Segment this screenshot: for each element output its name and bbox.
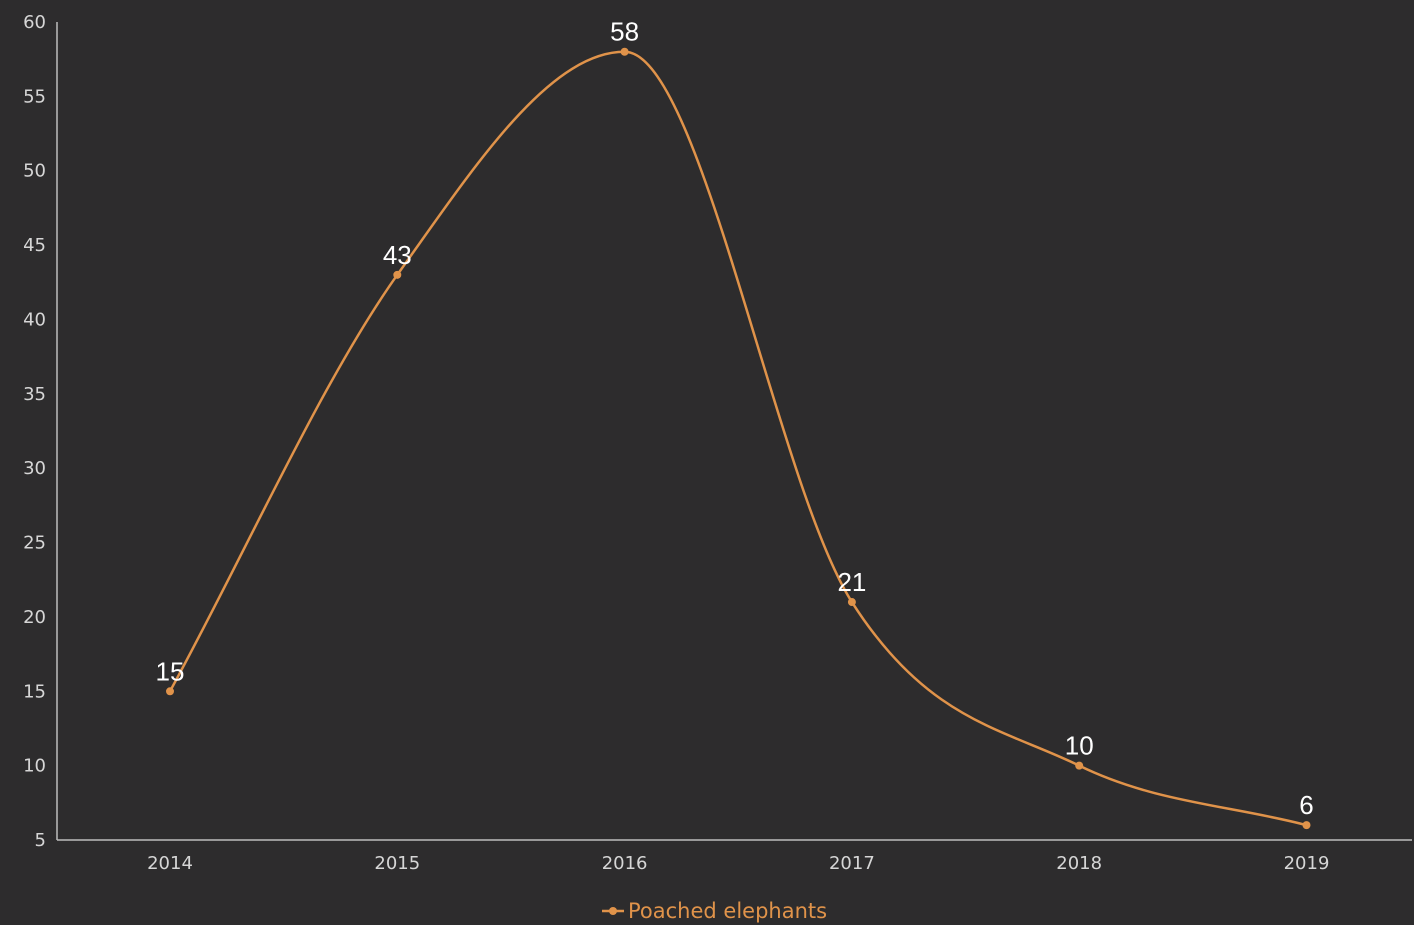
y-tick-label: 35 [23,384,46,405]
x-tick-label: 2018 [1056,853,1102,874]
data-label-2018: 10 [1065,731,1094,761]
data-point-2015[interactable] [393,270,402,279]
y-tick-label: 30 [23,458,46,479]
y-tick-label: 5 [35,830,46,851]
y-tick-label: 60 [23,12,46,33]
data-label-2019: 6 [1299,790,1313,820]
data-point-2018[interactable] [1075,761,1084,770]
x-tick-label: 2016 [602,853,648,874]
data-points [166,47,1311,830]
y-tick-label: 15 [23,681,46,702]
data-label-2014: 15 [156,656,185,686]
y-tick-labels: 5 10 15 20 25 30 35 40 45 50 55 60 [23,12,46,851]
legend-entry-poached-elephants: Poached elephants [628,899,827,923]
data-point-2019[interactable] [1302,821,1311,830]
x-tick-label: 2015 [374,853,420,874]
legend-swatch-dot [609,907,617,915]
x-tick-label: 2017 [829,853,875,874]
data-point-2017[interactable] [847,598,856,607]
series-line-poached-elephants [168,50,1308,827]
data-labels: 15 43 58 21 10 6 [156,17,1314,820]
data-point-2016[interactable] [620,47,629,56]
x-tick-label: 2014 [147,853,193,874]
y-tick-label: 20 [23,607,46,628]
data-point-2014[interactable] [166,687,174,696]
y-tick-label: 50 [23,161,46,182]
data-label-2015: 43 [383,240,412,270]
y-tick-label: 45 [23,235,46,256]
data-label-2016: 58 [610,17,639,47]
x-tick-label: 2019 [1284,853,1330,874]
y-tick-label: 10 [23,756,46,777]
y-tick-label: 40 [23,309,46,330]
x-tick-labels: 2014 2015 2016 2017 2018 2019 [147,853,1329,874]
y-tick-label: 25 [23,533,46,554]
y-tick-label: 55 [23,86,46,107]
legend[interactable]: Poached elephants [602,899,827,923]
data-label-2017: 21 [837,567,866,597]
